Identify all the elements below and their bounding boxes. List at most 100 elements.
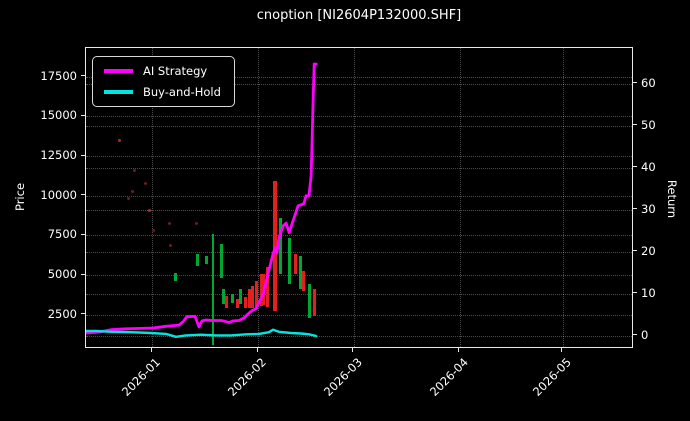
price-candle [259, 274, 263, 306]
price-tick-label: 12500 [40, 148, 77, 162]
ai-strategy-swatch [104, 69, 133, 73]
price-candle [236, 298, 240, 308]
return-gridline [86, 209, 632, 211]
return-tick-label: 30 [641, 201, 656, 216]
price-gridline [86, 116, 632, 118]
left-tick-mark [81, 154, 85, 156]
return-tick-label: 50 [641, 117, 656, 132]
price-candle [225, 295, 229, 308]
right-tick-mark [633, 124, 637, 126]
price-dot [168, 243, 172, 247]
price-gridline [86, 156, 632, 157]
price-candle [254, 281, 258, 309]
right-tick-mark [633, 250, 637, 252]
legend-label: AI Strategy [143, 64, 208, 78]
price-candle [221, 288, 225, 304]
return-gridline [86, 335, 632, 337]
legend-label: Buy-and-Hold [143, 85, 221, 99]
bottom-tick-mark [150, 348, 152, 352]
price-tick-label: 17500 [40, 68, 77, 83]
price-candle [174, 272, 178, 281]
left-tick-mark [81, 194, 85, 196]
month-gridline [562, 48, 564, 347]
price-candle [266, 267, 270, 307]
chart-title: cnoption [NI2604P132000.SHF] [256, 8, 462, 23]
price-gridline [86, 76, 632, 78]
right-tick-mark [633, 82, 637, 84]
return-gridline [86, 293, 632, 295]
price-dot [151, 228, 155, 232]
bottom-tick-mark [256, 348, 258, 352]
right-tick-mark [633, 334, 637, 336]
price-dot [118, 138, 122, 142]
month-gridline [152, 48, 154, 347]
left-tick-mark [81, 313, 85, 315]
buy-and-hold-line [86, 328, 318, 338]
price-candle [279, 218, 283, 275]
return-gridline [86, 125, 632, 127]
price-tick-label: 2500 [47, 306, 77, 321]
price-candle [230, 293, 234, 303]
return-tick-label: 20 [641, 243, 656, 258]
price-candle [287, 238, 291, 284]
return-gridline [86, 167, 632, 169]
price-tick-label: 5000 [47, 267, 77, 282]
return-gridline [86, 251, 632, 253]
buy-and-hold-swatch [104, 90, 133, 94]
right-tick-mark [633, 166, 637, 168]
price-gridline [86, 275, 632, 277]
legend-item-ai-strategy: AI Strategy [104, 64, 221, 78]
price-dot [133, 168, 137, 172]
price-candle [298, 256, 302, 289]
price-dot [126, 196, 130, 200]
legend-item-buy-and-hold: Buy-and-Hold [104, 85, 221, 99]
month-gridline [258, 48, 260, 347]
price-candle [301, 271, 305, 291]
return-tick-label: 60 [641, 75, 656, 90]
price-candle [307, 283, 311, 318]
price-candle [293, 254, 297, 274]
price-candle [251, 286, 255, 309]
price-candle [204, 256, 208, 265]
price-dot [194, 221, 198, 225]
price-dot [148, 208, 152, 212]
price-dot [131, 189, 135, 193]
return-gridline [86, 83, 632, 85]
return-tick-label: 0 [641, 327, 649, 342]
price-candle [195, 254, 199, 267]
left-tick-mark [81, 114, 85, 116]
right-tick-mark [633, 292, 637, 294]
return-tick-label: 40 [641, 159, 656, 174]
ai-strategy-line [86, 62, 318, 335]
date-tick-label: 2026-03 [320, 355, 365, 399]
bottom-tick-mark [352, 348, 354, 352]
price-gridline [86, 314, 632, 316]
date-tick-label: 2026-05 [529, 355, 574, 399]
plot-area: AI Strategy Buy-and-Hold [85, 47, 633, 348]
price-dot [167, 221, 171, 225]
price-candle [239, 288, 243, 304]
month-gridline [353, 48, 355, 347]
price-candle [247, 288, 251, 308]
bottom-tick-mark [458, 348, 460, 352]
series-lines [86, 62, 318, 338]
legend: AI Strategy Buy-and-Hold [92, 56, 235, 107]
bottom-tick-mark [561, 348, 562, 352]
left-tick-mark [81, 233, 85, 235]
price-candle [212, 234, 214, 346]
price-tick-label: 7500 [47, 227, 77, 242]
date-tick-label: 2026-04 [426, 355, 471, 399]
date-tick-label: 2026-02 [225, 355, 269, 399]
price-candle [312, 288, 316, 316]
price-gridline [86, 235, 632, 237]
price-candle [219, 244, 223, 278]
price-gridline [86, 195, 632, 197]
return-tick-label: 10 [641, 285, 656, 300]
date-tick-label: 2026-01 [119, 355, 163, 399]
price-tick-label: 10000 [40, 187, 77, 202]
price-candle [273, 181, 278, 311]
left-tick-mark [81, 75, 85, 77]
month-gridline [459, 48, 461, 347]
price-tick-label: 15000 [40, 108, 77, 123]
